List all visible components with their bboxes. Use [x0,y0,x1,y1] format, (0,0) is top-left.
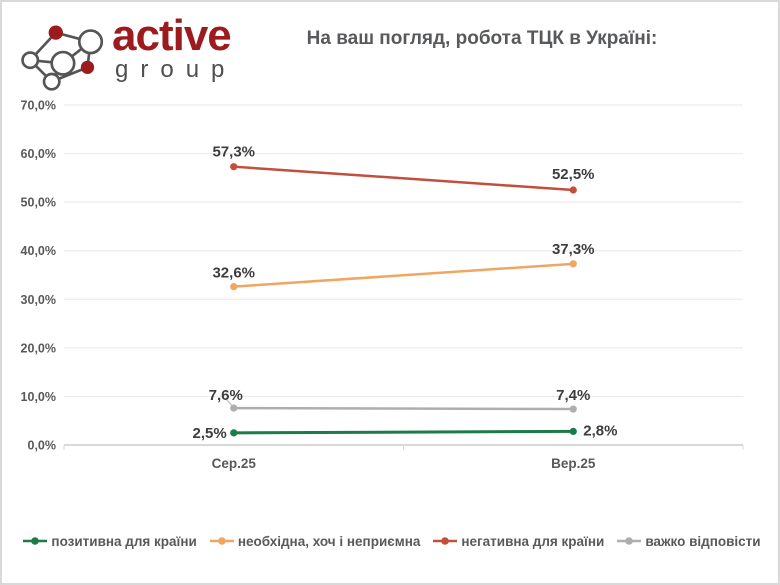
line-chart: 0,0% 10,0% 20,0% 30,0% 40,0% 50,0% 60,0% 70,0% С… [21,99,744,471]
y-axis-tick-label: 60,0% [21,147,56,161]
y-axis-tick-label: 30,0% [21,293,56,307]
data-point [230,404,238,412]
chart-title: На ваш погляд, робота ТЦК в Україні: [306,28,658,49]
y-axis-tick-label: 10,0% [21,390,56,404]
network-logo-icon [21,25,104,91]
series-line [233,406,574,411]
legend-marker-icon [209,537,234,545]
logo-brand-subtext: group [115,56,237,83]
logo-brand-text: active [112,11,232,60]
legend-label: позитивна для країни [51,533,197,549]
y-axis-tick-label: 0,0% [28,439,57,453]
y-axis-tick-label: 20,0% [21,341,56,355]
legend-marker-icon [23,537,48,545]
data-point [569,186,577,194]
data-point-label: 37,3% [552,241,595,258]
data-point-label: 2,5% [193,425,227,442]
data-point-label: 57,3% [212,144,255,161]
legend-marker-icon [617,537,642,545]
series-line [233,165,574,192]
series-line [233,262,574,288]
y-axis-tick-label: 70,0% [21,99,56,113]
y-axis-tick-label: 50,0% [21,196,56,210]
legend-item: позитивна для країни [23,533,197,549]
legend-label: необхідна, хоч і неприємна [237,533,421,549]
legend-marker-icon [433,537,458,545]
x-axis-category-label: Вер.25 [551,456,596,471]
data-point-label: 7,6% [209,387,243,404]
data-point [569,427,577,435]
y-axis-tick-label: 40,0% [21,244,56,258]
data-point-label: 2,8% [583,422,617,439]
data-point [230,283,238,291]
legend-item: негативна для країни [433,534,604,549]
legend-item: необхідна, хоч і неприємна [209,533,421,549]
data-point [569,260,577,268]
data-point-label: 32,6% [212,265,255,282]
data-point-label: 7,4% [556,387,590,404]
chart-legend: позитивна для країни необхідна, хоч і неп… [2,526,778,556]
legend-label: негативна для країни [461,533,605,549]
data-point [230,429,238,437]
data-point-label: 52,5% [552,166,595,183]
series-line [233,429,574,435]
legend-label: важко відповісти [645,533,761,549]
data-point [569,405,577,413]
active-group-logo: active group [18,6,268,92]
label-leader-line [226,399,234,407]
data-point [230,163,238,171]
legend-item: важко відповісти [617,533,761,549]
x-axis-category-label: Сер.25 [212,456,257,471]
